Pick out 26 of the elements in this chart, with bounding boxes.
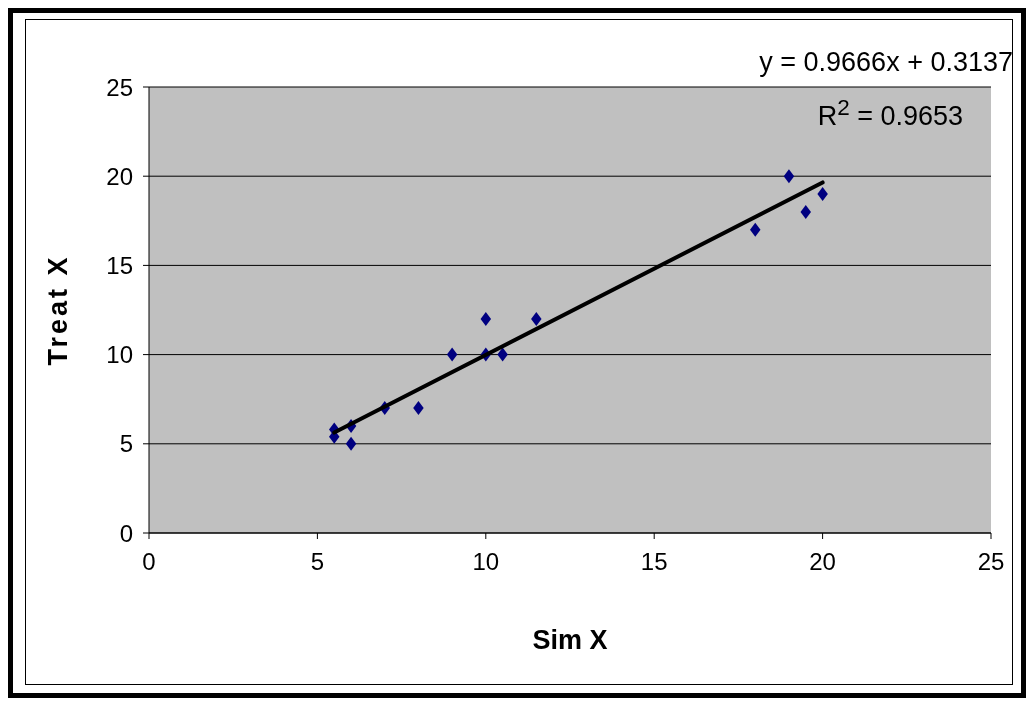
x-tick-label: 20: [809, 548, 836, 576]
y-tick-label: 25: [106, 73, 133, 101]
annotation: R$^{2}$ = 0.9653: [817, 95, 963, 132]
x-tick-label: 5: [310, 548, 325, 576]
x-tick-label: 10: [472, 548, 500, 576]
x-axis-title: Sim X: [532, 625, 608, 655]
point: [817, 187, 828, 202]
point: [783, 169, 795, 184]
y-tick-label: 15: [106, 251, 133, 279]
point: [345, 436, 357, 451]
point: [480, 311, 492, 326]
point: [749, 222, 761, 237]
point: [531, 311, 542, 326]
x-tick-label: 15: [640, 548, 668, 576]
x-tick-label: 0: [142, 548, 156, 576]
y-tick-label: 10: [106, 341, 133, 369]
point: [497, 347, 508, 362]
x-tick-label: 25: [977, 548, 1005, 576]
y-tick-label: 0: [119, 519, 133, 547]
y-axis-title: Treat X: [42, 254, 73, 366]
point: [800, 204, 812, 219]
point: [446, 347, 458, 362]
point: [413, 401, 424, 416]
y-tick-label: 5: [119, 430, 133, 458]
text: y = 0.9666x + 0.3137: [759, 47, 1013, 78]
y-tick-label: 20: [106, 162, 133, 190]
